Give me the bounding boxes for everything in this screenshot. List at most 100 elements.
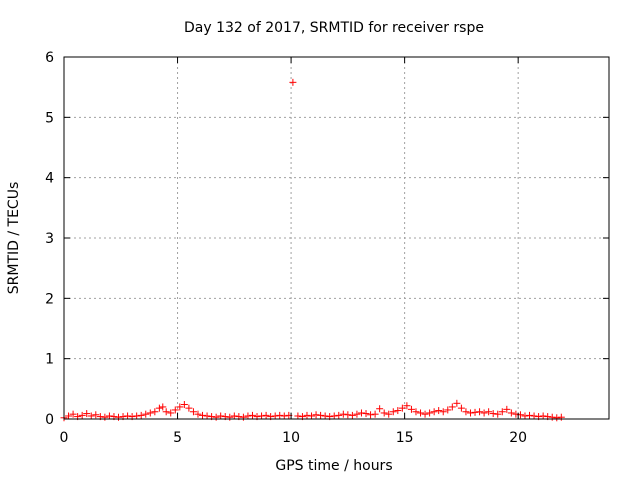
data-point [124,412,132,420]
data-point [217,412,225,420]
data-point [78,411,86,419]
data-point [371,410,379,418]
x-tick-label: 10 [282,430,300,446]
data-point [142,410,150,418]
data-point [403,402,411,410]
data-point [262,411,270,419]
data-point [65,412,73,420]
data-point [398,404,406,412]
data-point [199,411,207,419]
data-point [421,410,429,418]
data-point [494,410,502,418]
data-point [376,405,384,413]
x-tick-label: 0 [60,430,69,446]
data-point [271,412,279,420]
data-point [321,412,329,420]
data-point [194,410,202,418]
data-point [248,411,256,419]
data-point [83,410,91,418]
x-tick-label: 15 [396,430,414,446]
data-point [394,407,402,415]
data-point [389,408,397,416]
y-tick-label: 4 [45,171,54,187]
data-point [137,411,145,419]
data-point [162,408,170,416]
data-point [294,412,302,420]
x-axis-label: GPS time / hours [275,458,392,474]
data-point [133,412,141,420]
data-point [87,412,95,420]
data-point [503,405,511,413]
y-tick-label: 0 [45,412,54,428]
data-point [280,412,288,420]
x-axis-ticks: 0 5 10 15 20 [60,57,527,446]
data-point [335,411,343,419]
data-point [435,407,443,415]
data-point [189,408,197,416]
data-point [330,412,338,420]
data-point [485,408,493,416]
data-point [367,411,375,419]
data-point [155,404,163,412]
data-point [412,408,420,416]
data-point [489,410,497,418]
data-point [380,409,388,417]
data-point [430,408,438,416]
data-points [60,78,565,422]
data-point [348,411,356,419]
data-point [339,410,347,418]
data-point [289,78,297,86]
data-point [92,411,100,419]
data-point [344,411,352,419]
data-point [444,406,452,414]
x-tick-label: 20 [509,430,527,446]
data-point [417,409,425,417]
data-point [357,409,365,417]
x-tick-label: 5 [173,430,182,446]
data-point [553,414,561,422]
data-point [476,408,484,416]
y-tick-label: 1 [45,352,54,368]
data-point [407,405,415,413]
data-point [353,410,361,418]
data-point [69,410,77,418]
chart-title: Day 132 of 2017, SRMTID for receiver rsp… [184,20,484,36]
data-point [548,413,556,421]
data-point [526,411,534,419]
data-point [312,411,320,419]
y-tick-label: 5 [45,110,54,126]
data-point [498,408,506,416]
data-point [457,404,465,412]
data-point [557,413,565,421]
data-point [480,409,488,417]
data-point [258,412,266,420]
data-point [539,412,547,420]
data-point [426,409,434,417]
data-point [471,408,479,416]
data-point [203,412,211,420]
data-point [308,412,316,420]
data-point [439,408,447,416]
data-point [385,410,393,418]
data-point [151,408,159,416]
y-tick-label: 6 [45,50,54,66]
data-point [507,409,515,417]
data-point [226,413,234,421]
y-tick-label: 2 [45,291,54,307]
data-point [212,413,220,421]
y-tick-label: 3 [45,231,54,247]
data-point [115,413,122,421]
grid [64,57,609,419]
data-point [462,408,470,416]
data-point [146,409,154,417]
data-point [530,412,538,420]
data-point [171,406,179,414]
data-point [303,411,311,419]
data-point [101,413,109,421]
data-point [521,412,529,420]
data-point [466,409,474,417]
data-point [176,403,184,411]
data-point [239,413,247,421]
data-point [230,412,238,420]
